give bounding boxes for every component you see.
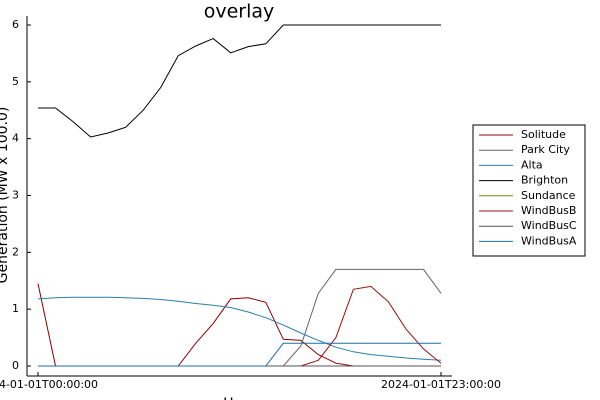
series-line bbox=[37, 283, 441, 367]
legend-label: Park City bbox=[521, 143, 570, 156]
legend-label: Brighton bbox=[521, 174, 568, 187]
y-tick-label: 0 bbox=[12, 359, 19, 372]
series-line bbox=[38, 24, 441, 138]
series-line bbox=[38, 342, 441, 367]
legend-box bbox=[472, 124, 586, 257]
x-axis-label: Hour bbox=[223, 396, 257, 400]
y-tick-label: 3 bbox=[12, 189, 19, 202]
y-tick-label: 5 bbox=[12, 75, 19, 88]
x-tick-label: 2024-01-01T23:00:00 bbox=[381, 378, 501, 391]
legend-label: Alta bbox=[521, 158, 543, 171]
series-line bbox=[38, 268, 442, 367]
y-tick-label: 1 bbox=[12, 302, 19, 315]
legend-label: Solitude bbox=[521, 128, 566, 141]
y-axis-label: Generation (MW x 100.0) bbox=[0, 107, 11, 284]
y-tick-label: 6 bbox=[12, 18, 19, 31]
legend-label: WindBusB bbox=[521, 204, 576, 217]
series-line bbox=[37, 296, 442, 361]
x-tick-label: 2024-01-01T00:00:00 bbox=[0, 378, 98, 391]
y-tick-label: 2 bbox=[12, 245, 19, 258]
legend-label: WindBusA bbox=[521, 234, 577, 247]
legend-label: WindBusC bbox=[521, 219, 577, 232]
legend-label: Sundance bbox=[521, 189, 576, 202]
chart-title: overlay bbox=[204, 1, 275, 23]
y-tick-label: 4 bbox=[12, 132, 19, 145]
